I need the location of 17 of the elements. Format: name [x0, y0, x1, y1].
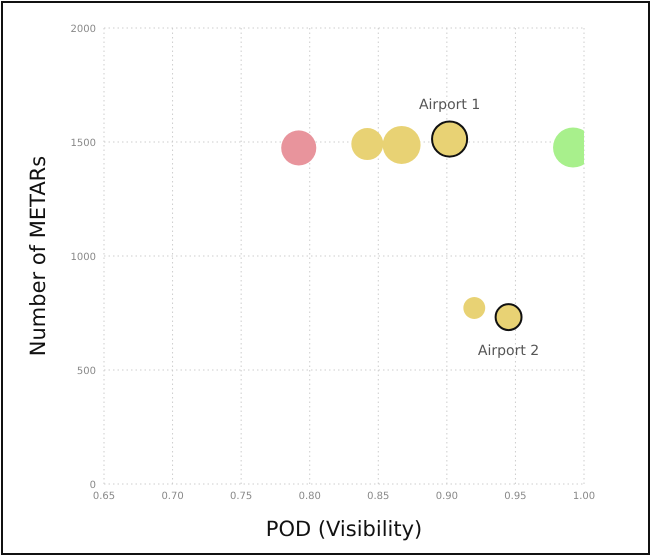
x-tick-label: 0.85: [367, 491, 390, 502]
annotation: Airport 2: [478, 343, 540, 360]
x-tick-label: 1.00: [572, 491, 596, 502]
x-tick-label: 0.80: [298, 491, 321, 502]
y-tick-label: 1500: [70, 138, 96, 149]
x-axis-title: POD (Visibility): [266, 517, 422, 541]
annotation: Airport 1: [418, 97, 480, 114]
y-tick-label: 2000: [70, 24, 96, 35]
x-tick-label: 0.95: [504, 491, 527, 502]
y-tick-label: 500: [76, 366, 96, 377]
y-axis-title: Number of METARs: [26, 156, 50, 356]
y-tick-label: 0: [90, 480, 96, 491]
x-tick-label: 0.75: [230, 491, 252, 502]
y-tick-label: 1000: [70, 252, 96, 263]
x-tick-label: 0.70: [161, 491, 184, 502]
x-tick-label: 0.90: [436, 491, 458, 502]
x-tick-label: 0.65: [92, 491, 116, 502]
